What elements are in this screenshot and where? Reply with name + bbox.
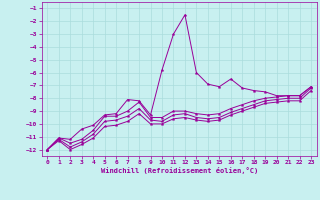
X-axis label: Windchill (Refroidissement éolien,°C): Windchill (Refroidissement éolien,°C) [100, 167, 258, 174]
